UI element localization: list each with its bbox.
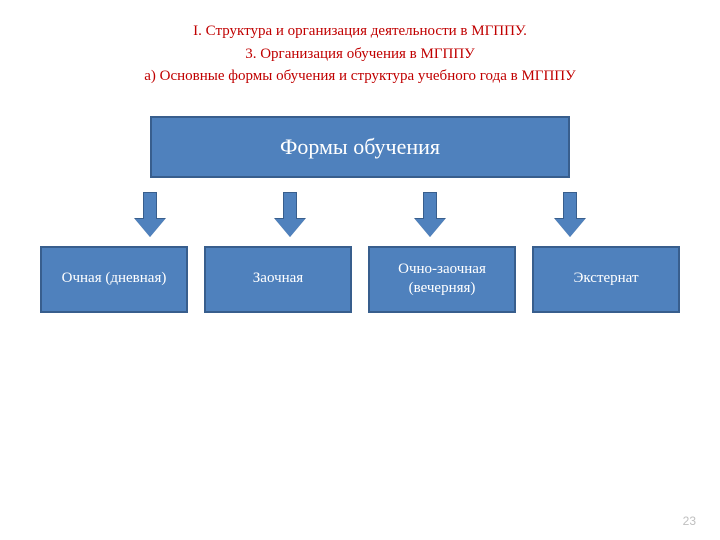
arrow-slot xyxy=(360,192,500,238)
header-line-3: а) Основные формы обучения и структура у… xyxy=(30,65,690,88)
child-node-label: Заочная xyxy=(253,269,303,289)
down-arrow-icon xyxy=(135,192,165,238)
children-row: Очная (дневная) Заочная Очно-заочная (ве… xyxy=(20,246,700,313)
arrows-row xyxy=(40,192,680,238)
child-node-label: Очная (дневная) xyxy=(62,269,167,289)
root-node: Формы обучения xyxy=(150,116,570,178)
down-arrow-icon xyxy=(415,192,445,238)
child-node: Заочная xyxy=(204,246,352,313)
arrow-slot xyxy=(500,192,640,238)
header-line-2: 3. Организация обучения в МГППУ xyxy=(30,43,690,66)
child-node: Экстернат xyxy=(532,246,680,313)
child-node-label: Экстернат xyxy=(573,269,638,289)
down-arrow-icon xyxy=(275,192,305,238)
child-node-label: Очно-заочная (вечерняя) xyxy=(376,260,508,299)
header-line-1: I. Структура и организация деятельности … xyxy=(30,20,690,43)
arrow-slot xyxy=(80,192,220,238)
arrow-slot xyxy=(220,192,360,238)
child-node: Очная (дневная) xyxy=(40,246,188,313)
slide-header: I. Структура и организация деятельности … xyxy=(0,0,720,98)
child-node: Очно-заочная (вечерняя) xyxy=(368,246,516,313)
root-node-label: Формы обучения xyxy=(280,134,440,159)
page-number: 23 xyxy=(683,514,696,528)
down-arrow-icon xyxy=(555,192,585,238)
